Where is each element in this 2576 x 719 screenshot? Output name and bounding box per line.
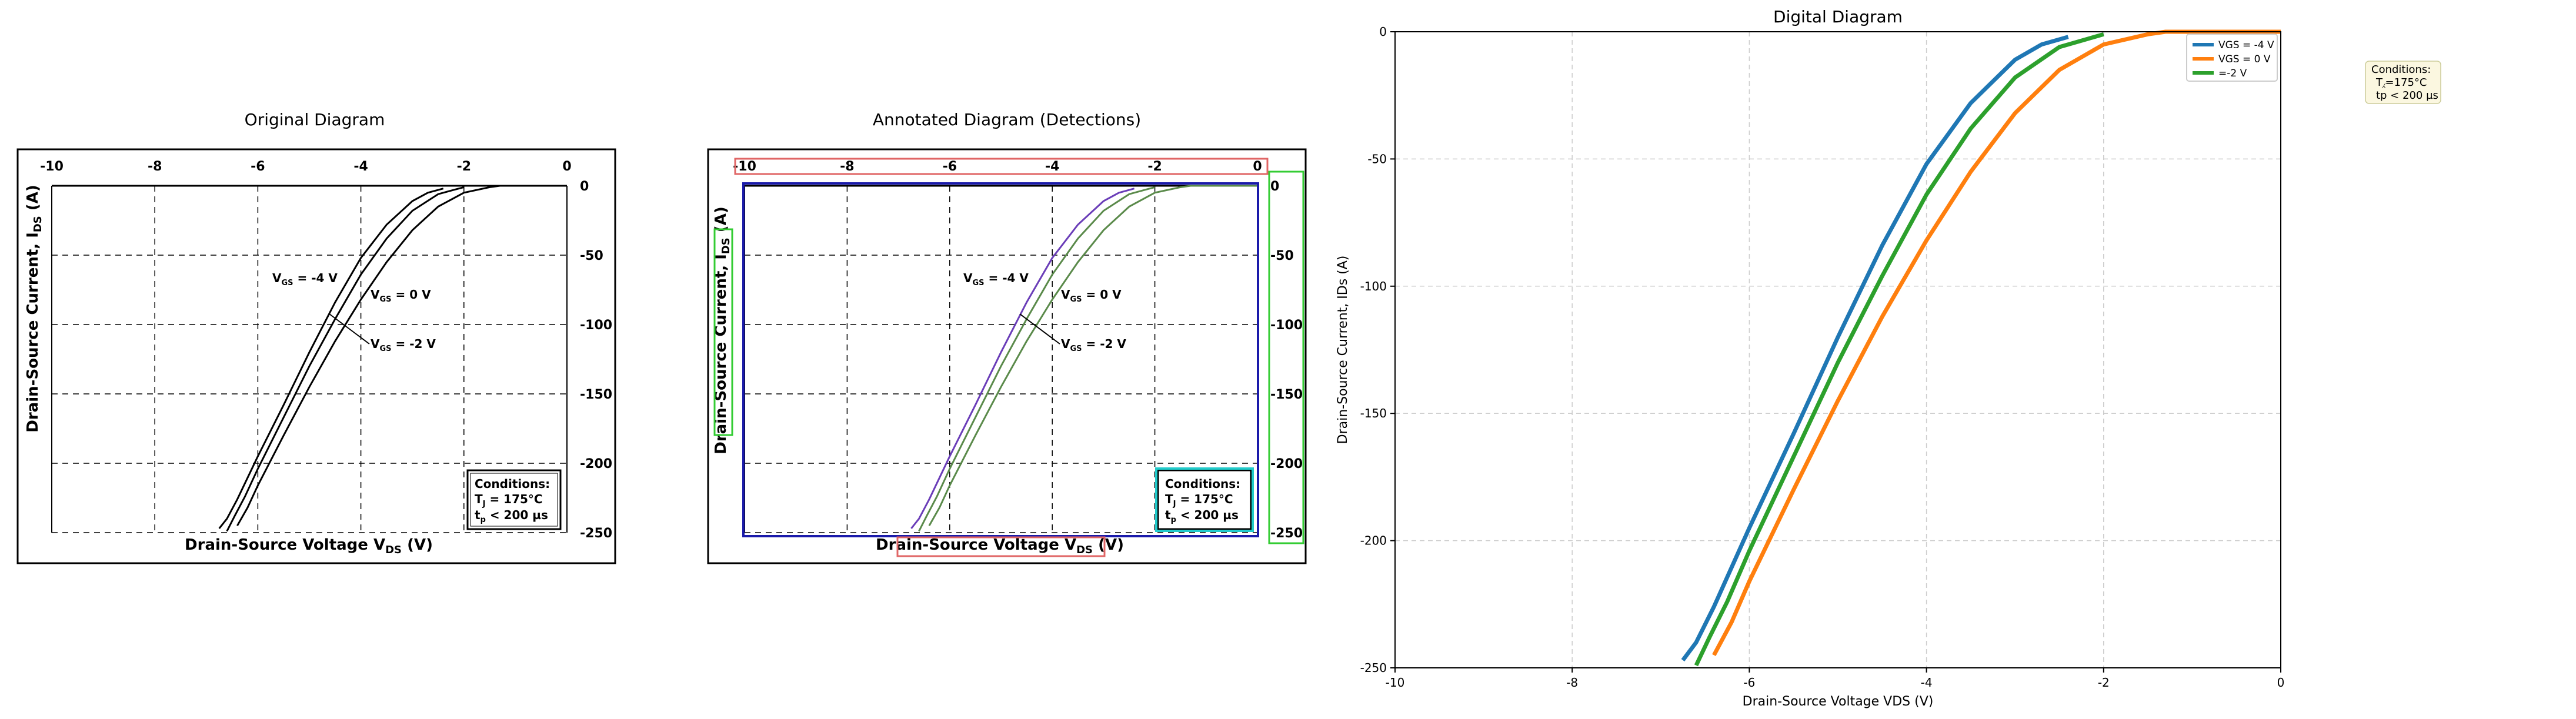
y-tick-label: -150 (1270, 387, 1303, 402)
digital-annotation: Conditions: T⁁=175°C tp < 200 µs (2365, 61, 2441, 104)
curve-2 (236, 185, 567, 526)
original-xlabel: Drain-Source Voltage VDS (V) (185, 536, 433, 556)
digital-y-tick-label: -150 (1360, 406, 1387, 420)
curve-3 (226, 186, 465, 532)
curve-2 (928, 185, 1257, 526)
y-tick-label: -200 (1270, 457, 1303, 471)
annotation-line3: tp < 200 µs (2376, 89, 2438, 102)
y-tick-label: -50 (580, 249, 603, 263)
legend-label-3: =-2 V (2218, 68, 2247, 79)
digital-y-tick-label: -250 (1360, 661, 1387, 675)
y-tick-label: 0 (580, 179, 589, 194)
panel-title-annotated: Annotated Diagram (Detections) (873, 110, 1141, 129)
digital-ylabel: Drain-Source Current, IDs (A) (1336, 256, 1350, 444)
annotated-label-vgs-0: VGS = 0 V (1061, 287, 1122, 304)
digital-series-line-3 (1694, 32, 2104, 667)
annotated-xlabel: Drain-Source Voltage VDS (V) (876, 536, 1124, 556)
curve-1 (218, 188, 444, 529)
digital-x-tick-label: -6 (1743, 675, 1755, 690)
digital-x-tick-label: -10 (1386, 675, 1405, 690)
annotated-diagram: -10 -8 -6 -4 -2 0 0 -50 -100 -150 -200 -250 Drain-… (707, 148, 1307, 564)
original-label-vgs-m4: VGS = -4 V (272, 271, 338, 287)
detection-box-y-ticks (1268, 170, 1304, 544)
y-tick-label: -250 (580, 526, 612, 541)
detection-box-conditions (1155, 467, 1254, 532)
y-tick-label: -100 (1270, 318, 1303, 333)
y-tick-label: -250 (1270, 526, 1303, 541)
y-tick-label: -150 (580, 387, 612, 402)
y-tick-label: -50 (1270, 249, 1294, 263)
digital-x-tick-label: -4 (1921, 675, 1933, 690)
digital-y-tick-label: -100 (1360, 279, 1387, 293)
x-tick-label: -6 (251, 159, 265, 174)
annotation-line2: T⁁=175°C (2375, 76, 2427, 89)
annotated-label-vgs-m2: VGS = -2 V (1061, 337, 1126, 353)
x-tick-label: -4 (1045, 159, 1059, 174)
original-conditions-inner (470, 473, 558, 527)
panel-title-original: Original Diagram (245, 110, 385, 129)
y-tick-label: -200 (580, 457, 612, 471)
digital-diagram: -10 -8 -6 -4 -2 0 0 -50 -100 -150 -200 -250 Drain-… (1336, 25, 2441, 709)
legend-label-2: VGS = 0 V (2218, 53, 2271, 65)
annotated-conditions-title: Conditions: (1165, 477, 1240, 491)
annotation-line1: Conditions: (2371, 63, 2431, 76)
digital-y-tick-label: -200 (1360, 534, 1387, 548)
original-label-vgs-0: VGS = 0 V (371, 287, 431, 304)
digital-xlabel: Drain-Source Voltage VDS (V) (1743, 694, 1934, 709)
original-diagram: -10 -8 -6 -4 -2 0 0 -50 -100 -150 -200 -250 Drain-… (16, 148, 616, 564)
original-conditions-title: Conditions: (475, 477, 550, 491)
original-ylabel: Drain-Source Current, IDS (A) (24, 185, 44, 432)
x-tick-label: -10 (40, 159, 64, 174)
panel-title-digital: Digital Diagram (1773, 7, 1903, 26)
original-leader-line (329, 313, 370, 345)
annotated-conditions-tp: tp < 200 µs (1165, 508, 1239, 524)
annotated-conditions-box (1157, 469, 1252, 530)
annotated-leader-line (1019, 313, 1060, 345)
curve-1 (910, 188, 1135, 529)
y-tick-label: 0 (1270, 179, 1279, 194)
x-tick-label: -10 (733, 159, 756, 174)
digital-legend: VGS = -4 V VGS = 0 V =-2 V (2186, 34, 2278, 82)
annotated-label-vgs-m4: VGS = -4 V (963, 271, 1029, 287)
original-conditions-box (466, 469, 562, 530)
digital-series-line-1 (1681, 35, 2069, 662)
annotated-conditions-tj: TJ = 175°C (1165, 492, 1233, 509)
x-tick-label: -6 (943, 159, 957, 174)
digital-axes-frame (1394, 31, 2281, 668)
original-conditions-tp: tp < 200 µs (475, 508, 548, 524)
x-tick-label: 0 (562, 159, 571, 174)
digital-x-tick-label: -2 (2098, 675, 2110, 690)
detection-box-plot-area (742, 182, 1259, 537)
digital-y-tick-label: -50 (1367, 152, 1387, 166)
detection-box-ylabel (713, 228, 733, 436)
detection-box-xlabel (896, 536, 1106, 557)
x-tick-label: -2 (1147, 159, 1162, 174)
digital-y-tick-label: 0 (1379, 25, 1387, 39)
x-tick-label: 0 (1253, 159, 1262, 174)
digital-x-tick-label: 0 (2277, 675, 2285, 690)
x-tick-label: -8 (148, 159, 162, 174)
digital-x-tick-label: -8 (1566, 675, 1578, 690)
x-tick-label: -4 (353, 159, 368, 174)
original-label-vgs-m2: VGS = -2 V (371, 337, 436, 353)
digital-series-line-2 (1712, 29, 2281, 657)
x-tick-label: -2 (457, 159, 471, 174)
y-tick-label: -100 (580, 318, 612, 333)
detection-box-x-ticks (734, 158, 1269, 175)
annotation-box (2365, 61, 2441, 104)
original-conditions-tj: TJ = 175°C (475, 492, 543, 509)
x-tick-label: -8 (840, 159, 854, 174)
legend-label-1: VGS = -4 V (2218, 39, 2274, 51)
